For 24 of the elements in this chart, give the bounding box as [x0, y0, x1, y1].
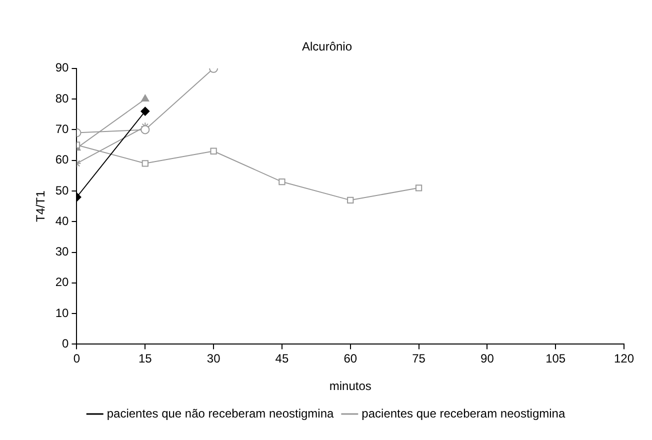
y-tick-label: 80: [55, 91, 70, 106]
legend-label: pacientes que receberam neostigmina: [362, 406, 566, 420]
y-tick-label: 90: [55, 60, 70, 75]
y-tick-label: 50: [55, 183, 70, 198]
legend-label: pacientes que não receberam neostigmina: [106, 406, 334, 420]
y-tick-label: 40: [55, 214, 70, 228]
x-tick-label: 105: [546, 352, 566, 366]
x-tick-label: 90: [480, 352, 494, 366]
x-tick-label: 60: [344, 352, 358, 366]
chart-title: Alcurônio: [302, 40, 352, 54]
x-tick-label: 30: [206, 352, 221, 366]
y-tick-label: 30: [55, 244, 70, 259]
y-tick-label: 70: [55, 122, 70, 136]
y-tick-label: 20: [55, 275, 70, 290]
x-tick-label: 45: [275, 352, 289, 366]
y-tick-label: 10: [55, 306, 70, 320]
y-tick-label: 60: [55, 152, 70, 167]
x-tick-label: 0: [73, 352, 80, 366]
x-tick-label: 15: [138, 352, 152, 366]
x-tick-label: 120: [614, 352, 634, 366]
y-tick-label: 0: [62, 336, 70, 351]
x-tick-label: 75: [412, 352, 426, 366]
y-axis-title: T4/T1: [34, 190, 48, 222]
x-axis-title: minutos: [329, 379, 372, 394]
